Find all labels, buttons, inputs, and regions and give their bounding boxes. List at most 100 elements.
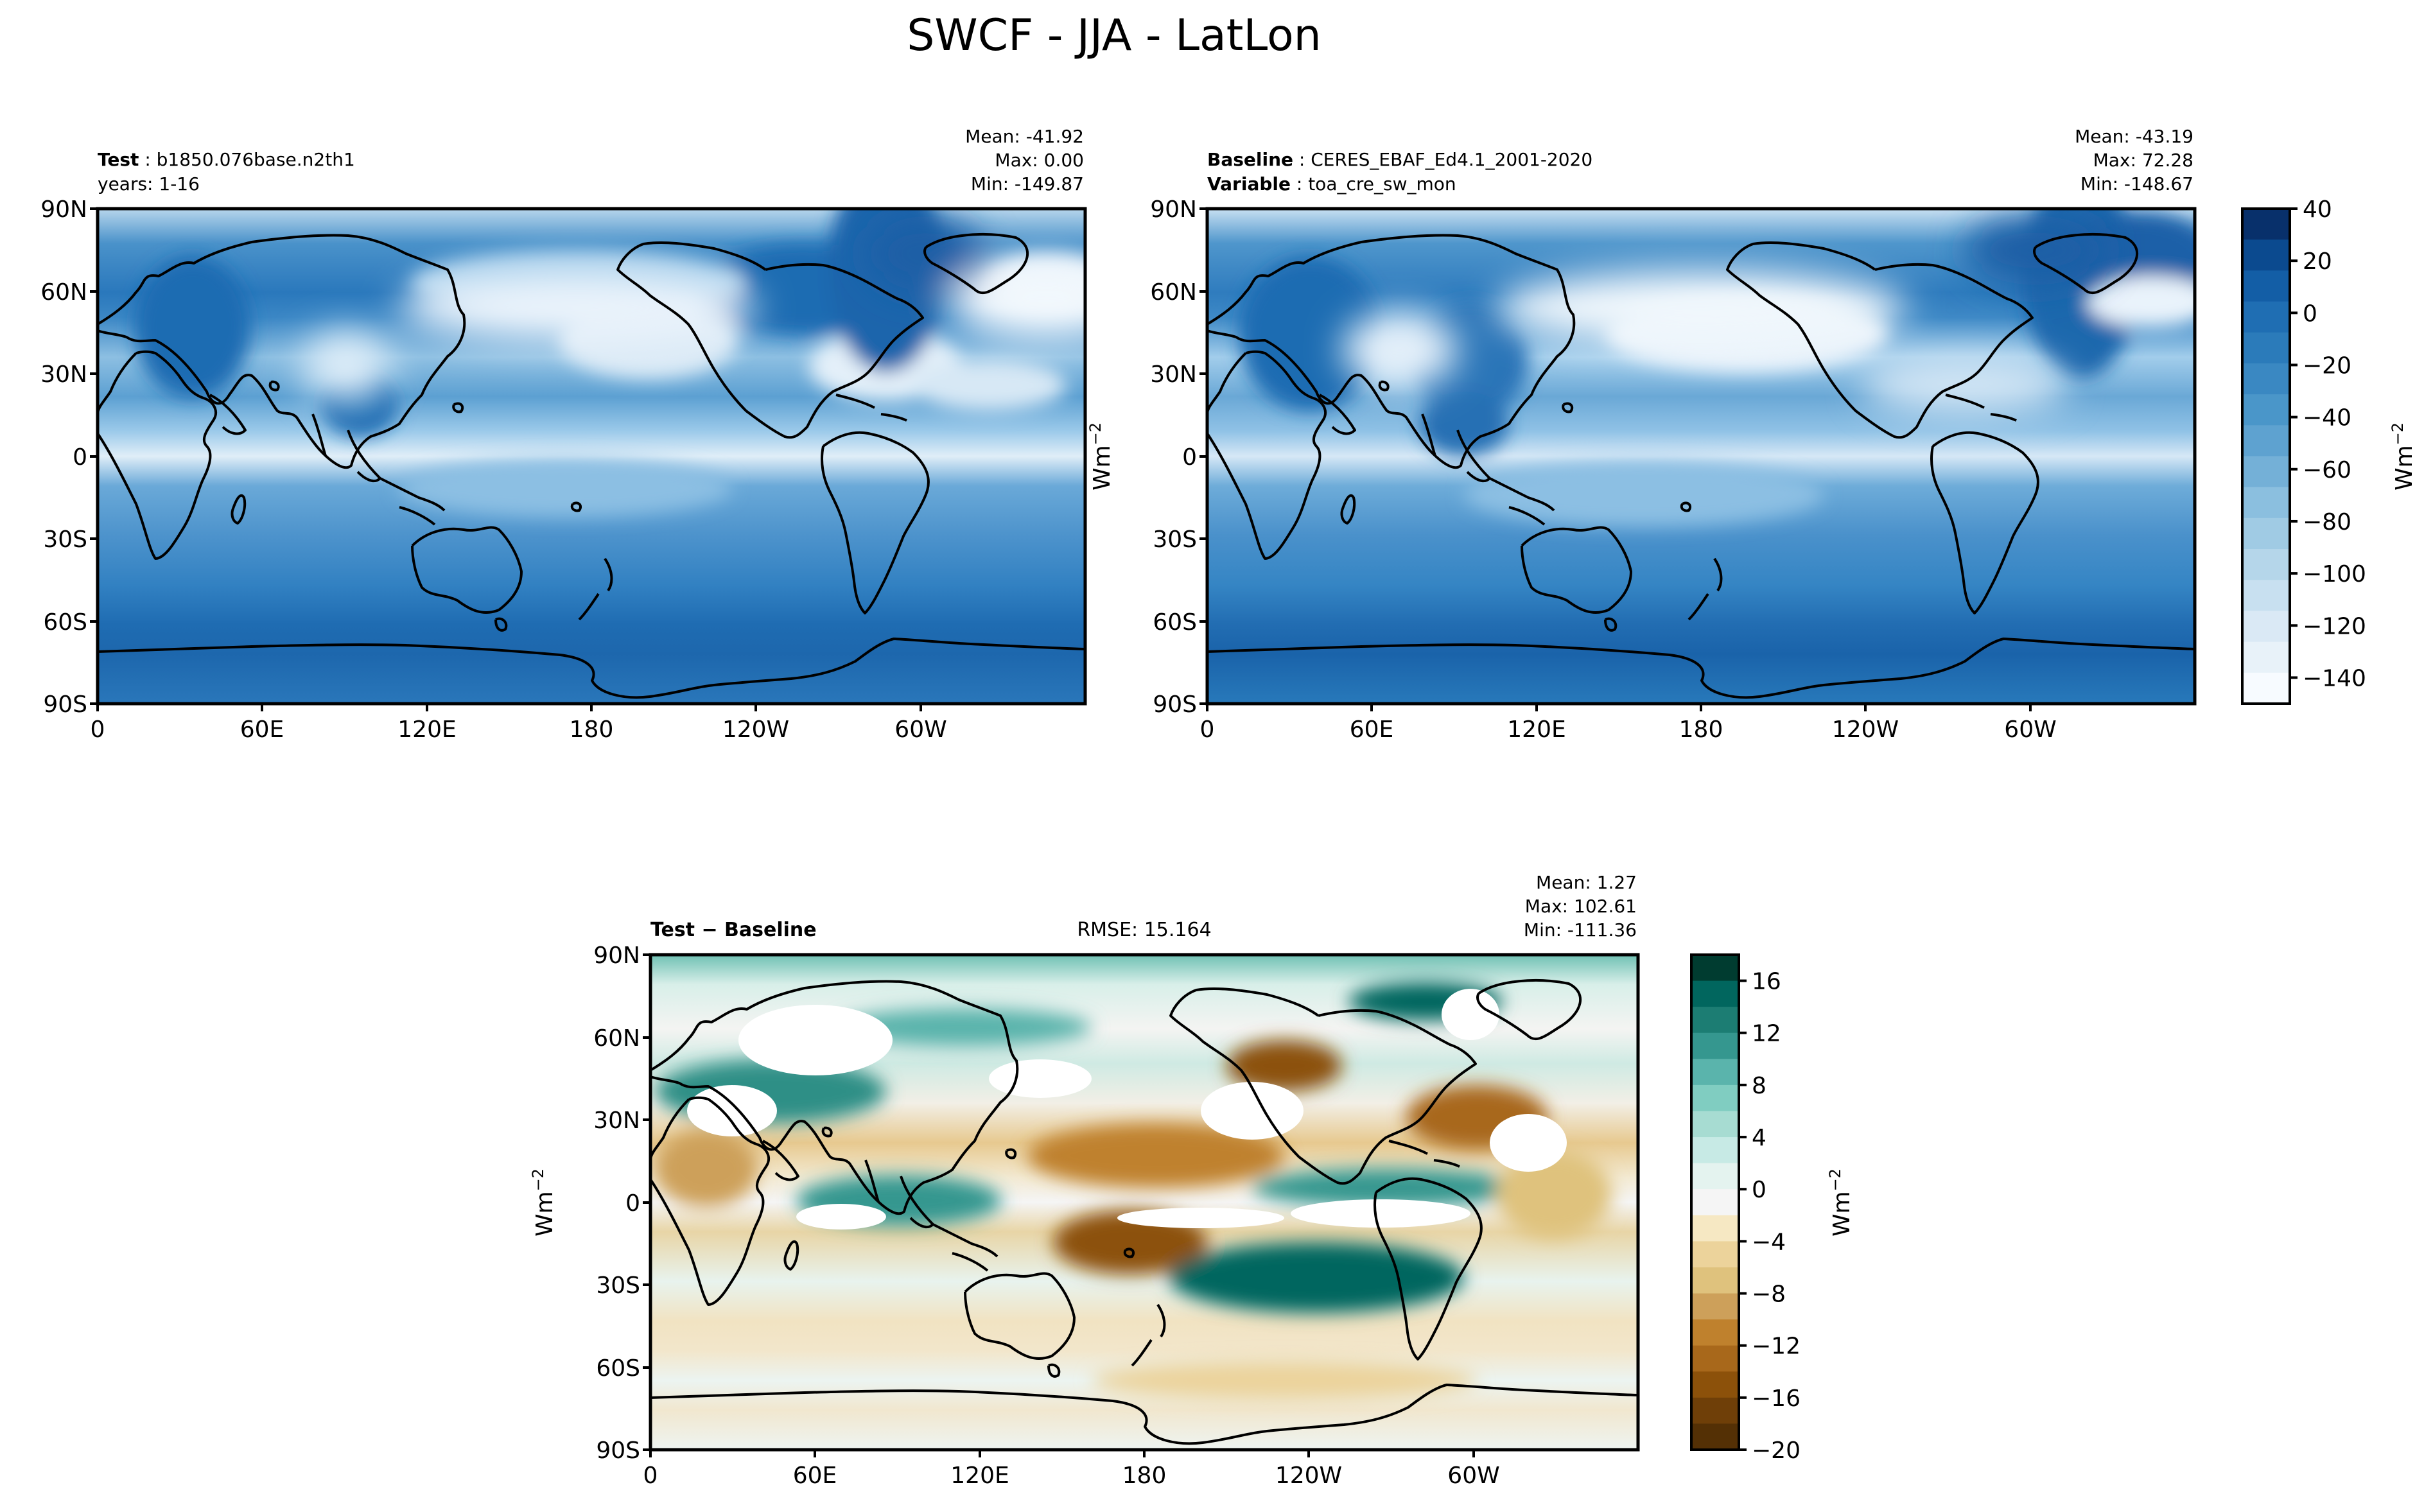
diff-colorbar: 16 12 8 4 0 −4 −8 −12 −16 −20 Wm−2 [1690, 953, 1855, 1464]
baseline-label: Baseline : CERES_EBAF_Ed4.1_2001-2020 [1207, 149, 1592, 170]
main-colorbar-tick-label: 0 [2303, 300, 2317, 327]
main-colorbar-cells [2242, 209, 2290, 704]
main-colorbar-cell [2242, 672, 2290, 704]
diff-colorbar-tick-label: 16 [1752, 969, 1781, 995]
main-colorbar-cell [2242, 517, 2290, 550]
main-colorbar-cell [2242, 580, 2290, 612]
main-colorbar-cell [2242, 301, 2290, 333]
baseline-lat-tick-0: 90N [1150, 196, 1197, 223]
diff-lat-tick-4: 30S [596, 1273, 640, 1299]
diff-colorbar-cell [1691, 1111, 1739, 1138]
diff-map [650, 955, 1638, 1450]
test-max: Max: 0.00 [995, 150, 1084, 171]
diff-colorbar-cell [1691, 1189, 1739, 1216]
baseline-lat-tick-3: 0 [1182, 444, 1197, 471]
baseline-variable-sep: : [1291, 173, 1308, 195]
diff-colorbar-tick-label: −4 [1752, 1229, 1786, 1255]
baseline-label-sep: : [1293, 149, 1311, 170]
diff-colorbar-cell [1691, 1215, 1739, 1242]
diff-colorbar-cell [1691, 1007, 1739, 1034]
baseline-lat-tick-6: 90S [1153, 691, 1197, 718]
main-colorbar-tick-label: −40 [2303, 405, 2351, 431]
diff-colorbar-tick-label: 0 [1752, 1177, 1766, 1203]
main-colorbar-cell [2242, 487, 2290, 519]
diff-colorbar-frame [1690, 953, 1740, 1451]
diff-lon-tick-0: 0 [643, 1463, 658, 1489]
diff-colorbar-cell [1691, 1032, 1739, 1059]
diff-lon-tick-4: 120W [1275, 1463, 1342, 1489]
baseline-max: Max: 72.28 [2093, 150, 2193, 171]
test-lon-tick-2: 120E [397, 717, 456, 743]
main-colorbar-cell [2242, 641, 2290, 673]
test-lat-tick-1: 60N [40, 279, 87, 306]
diff-lon-tick-5: 60W [1447, 1463, 1499, 1489]
baseline-variable-name: Variable [1207, 173, 1291, 195]
diff-lon-tick-1: 60E [793, 1463, 837, 1489]
diff-colorbar-cell [1691, 1319, 1739, 1346]
baseline-lat-tick-5: 60S [1153, 609, 1197, 636]
diff-lat-axis: 90N 60N 30N 0 30S 60S 90S [593, 943, 640, 1464]
diff-min: Min: -111.36 [1524, 919, 1637, 941]
main-colorbar-cell [2242, 611, 2290, 643]
diff-label: Test − Baseline [650, 919, 817, 941]
diff-colorbar-cell [1691, 1137, 1739, 1164]
diff-colorbar-cell [1691, 955, 1739, 982]
figure-title: SWCF - JJA - LatLon [907, 10, 1321, 61]
test-lon-axis: 0 60E 120E 180 120W 60W [91, 717, 947, 743]
test-label-sep: : [139, 149, 156, 170]
baseline-lon-tick-2: 120E [1507, 717, 1565, 743]
baseline-lat-axis: 90N 60N 30N 0 30S 60S 90S [1150, 196, 1197, 718]
main-colorbar-tick-label: −60 [2303, 457, 2351, 483]
test-mean: Mean: -41.92 [965, 126, 1084, 147]
main-colorbar-cell [2242, 332, 2290, 364]
diff-colorbar-cell [1691, 1267, 1739, 1294]
baseline-lon-tick-1: 60E [1350, 717, 1394, 743]
main-colorbar-cell [2242, 270, 2290, 302]
diff-colorbar-tick-label: 12 [1752, 1021, 1781, 1047]
baseline-lon-tick-3: 180 [1679, 717, 1723, 743]
diff-lon-tick-2: 120E [950, 1463, 1009, 1489]
diff-colorbar-ticks: 16 12 8 4 0 −4 −8 −12 −16 −20 [1739, 969, 1801, 1464]
diff-max: Max: 102.61 [1525, 896, 1637, 917]
diff-colorbar-cell [1691, 1345, 1739, 1372]
main-colorbar-cell [2242, 456, 2290, 488]
main-colorbar-cell [2242, 549, 2290, 580]
diff-colorbar-tick-label: 8 [1752, 1073, 1766, 1099]
baseline-lat-tick-4: 30S [1153, 526, 1197, 553]
baseline-lon-tick-5: 60W [2004, 717, 2056, 743]
test-lon-tick-1: 60E [240, 717, 284, 743]
diff-colorbar-tick-label: 4 [1752, 1125, 1766, 1151]
main-colorbar-frame [2241, 207, 2291, 705]
diff-lat-tick-0: 90N [593, 943, 640, 969]
test-lat-tick-5: 60S [43, 609, 87, 636]
diff-map-field [655, 982, 1612, 1400]
diff-colorbar-cell [1691, 1397, 1739, 1425]
diff-colorbar-cell [1691, 1293, 1739, 1320]
diff-lat-tick-6: 90S [596, 1438, 640, 1464]
baseline-panel: Baseline : CERES_EBAF_Ed4.1_2001-2020 Va… [1086, 126, 2197, 743]
main-colorbar-unit: Wm−2 [2389, 422, 2418, 491]
main-colorbar-cell [2242, 425, 2290, 457]
diff-lat-tick-5: 60S [596, 1355, 640, 1382]
baseline-lon-tick-0: 0 [1200, 717, 1215, 743]
test-map [98, 209, 1085, 704]
diff-colorbar-unit: Wm−2 [1826, 1169, 1855, 1237]
baseline-map [1207, 209, 2195, 704]
main-colorbar: 40 20 0 −20 −40 −60 −80 −100 −120 −140 Wm−2 [2241, 196, 2418, 705]
main-colorbar-tick-label: 40 [2303, 196, 2332, 223]
baseline-lat-tick-1: 60N [1150, 279, 1197, 306]
diff-lat-tick-1: 60N [593, 1025, 640, 1052]
main-colorbar-cell [2242, 239, 2290, 271]
main-colorbar-tick-label: −100 [2303, 561, 2366, 587]
diff-colorbar-cell [1691, 1423, 1739, 1450]
diff-colorbar-tick-label: −12 [1752, 1334, 1801, 1360]
test-years: years: 1-16 [98, 173, 200, 195]
baseline-mean: Mean: -43.19 [2075, 126, 2193, 147]
test-lon-tick-5: 60W [894, 717, 946, 743]
main-colorbar-tick-label: −20 [2303, 352, 2351, 379]
main-colorbar-cell [2242, 363, 2290, 395]
test-lon-tick-4: 120W [722, 717, 789, 743]
baseline-label-value: CERES_EBAF_Ed4.1_2001-2020 [1311, 149, 1592, 170]
diff-colorbar-cell [1691, 1371, 1739, 1398]
test-lat-tick-3: 0 [73, 444, 87, 471]
